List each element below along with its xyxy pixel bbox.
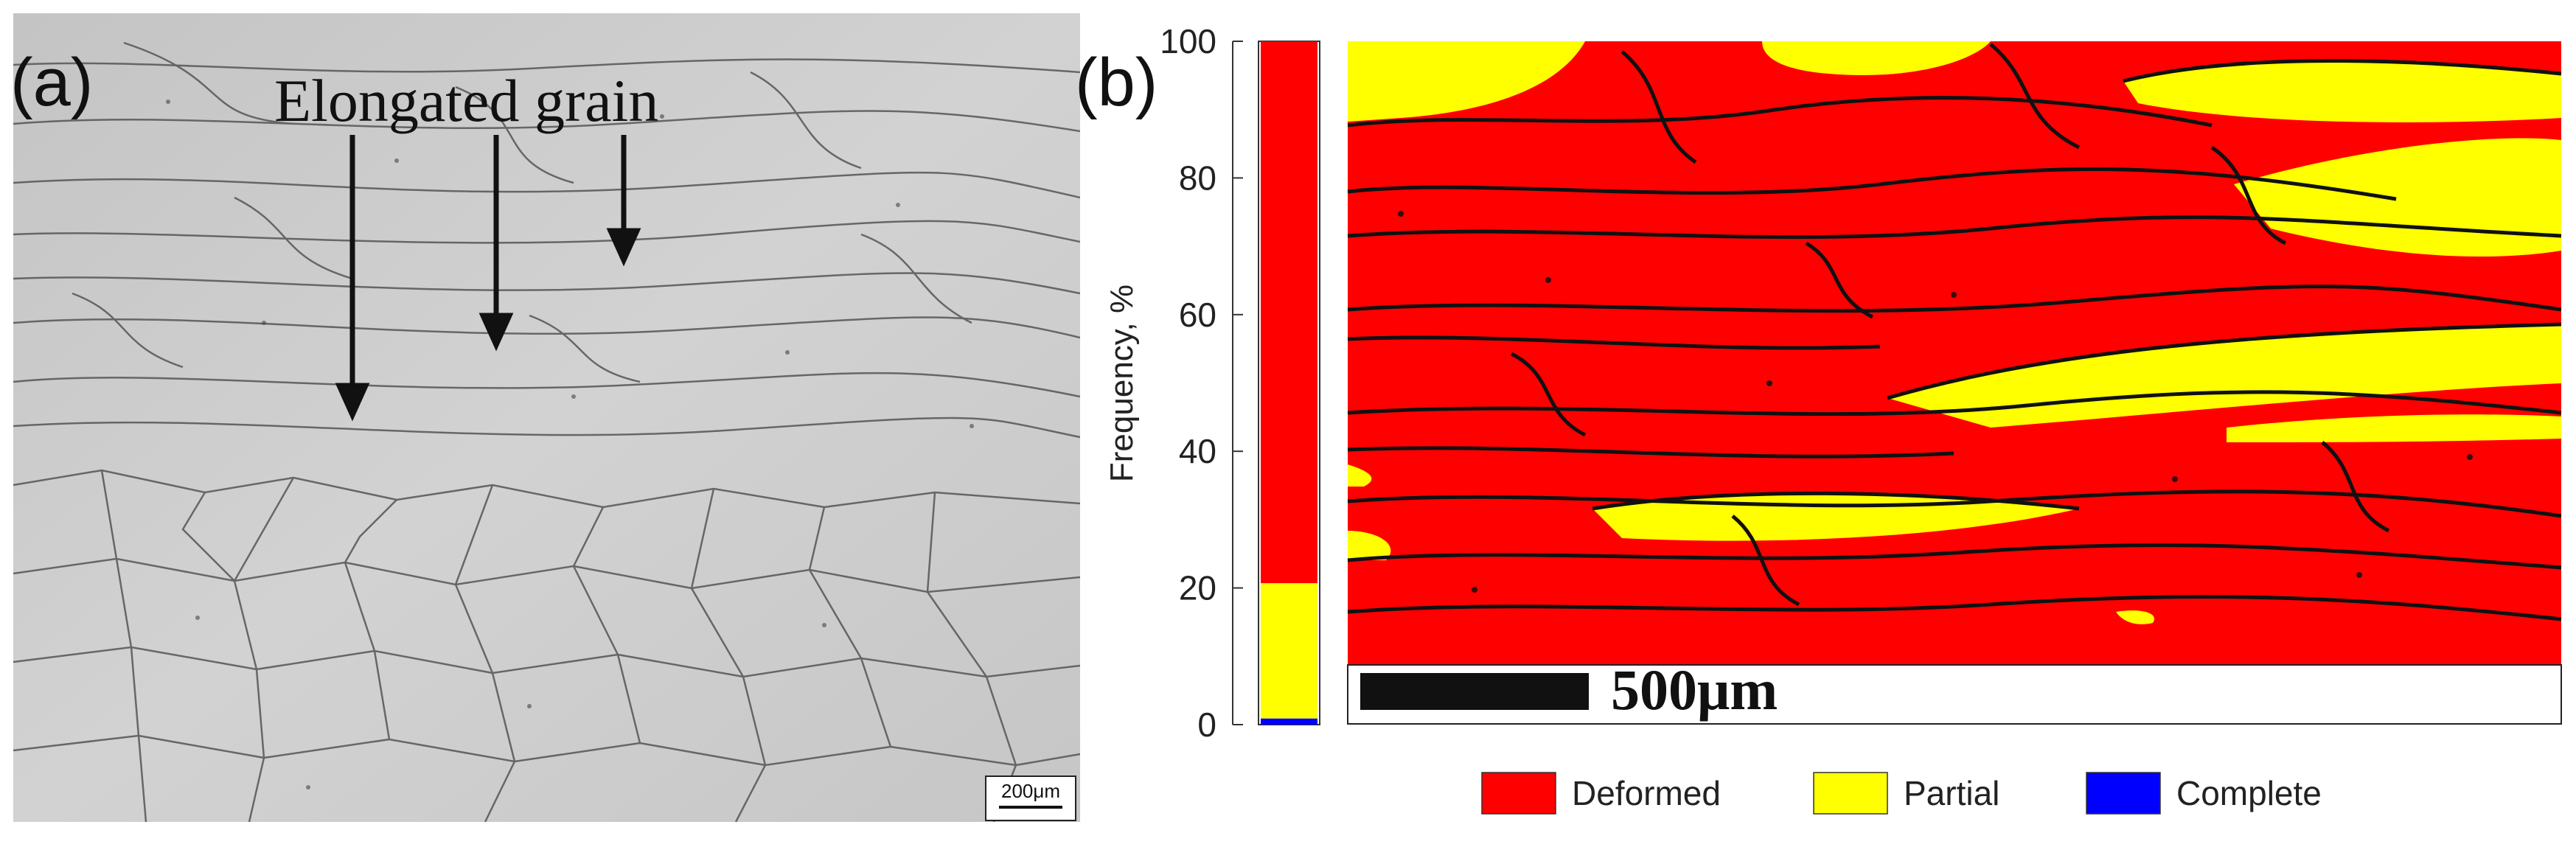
map-scale-label: 500μm [1611, 658, 1778, 722]
y-tick-label: 0 [1197, 705, 1216, 744]
panel-a-label: (a) [10, 45, 94, 120]
y-tick-label: 40 [1179, 432, 1216, 470]
y-axis-title: Frequency, % [1104, 285, 1140, 482]
y-tick-label: 80 [1179, 158, 1216, 197]
y-ticks: 0 20 40 60 80 100 [1160, 22, 1243, 744]
panel-b-label: (b) [1075, 45, 1158, 120]
micrograph-scale-bar: 200μm [985, 775, 1076, 821]
legend-swatch-partial [1813, 772, 1888, 815]
legend-swatch-deformed [1481, 772, 1556, 815]
recrystallization-map [1347, 41, 2562, 665]
optical-micrograph [13, 13, 1080, 822]
y-tick-label: 100 [1160, 22, 1216, 60]
micrograph-scale-line [999, 806, 1062, 809]
elongated-grain-annotation: Elongated grain [274, 67, 659, 134]
legend-label-partial: Partial [1904, 774, 1999, 812]
legend-label-complete: Complete [2176, 774, 2322, 812]
y-tick-label: 60 [1179, 296, 1216, 334]
recrystallization-chart-svg: 0 20 40 60 80 100 Frequency, % [1104, 22, 2562, 815]
bar-segment-partial [1261, 583, 1317, 719]
legend-label-deformed: Deformed [1572, 774, 1721, 812]
stacked-bar [1261, 41, 1317, 725]
map-scale-bar [1360, 673, 1589, 710]
bar-segment-deformed [1261, 41, 1317, 584]
micrograph-scale-label: 200μm [1000, 780, 1061, 802]
recrystallization-figure: 0 20 40 60 80 100 Frequency, % [1090, 0, 2576, 861]
bar-segment-complete [1261, 718, 1317, 725]
y-tick-label: 20 [1179, 569, 1216, 607]
legend: Deformed Partial Complete [1481, 772, 2322, 815]
micrograph-image [13, 13, 1080, 822]
legend-swatch-complete [2086, 772, 2161, 815]
